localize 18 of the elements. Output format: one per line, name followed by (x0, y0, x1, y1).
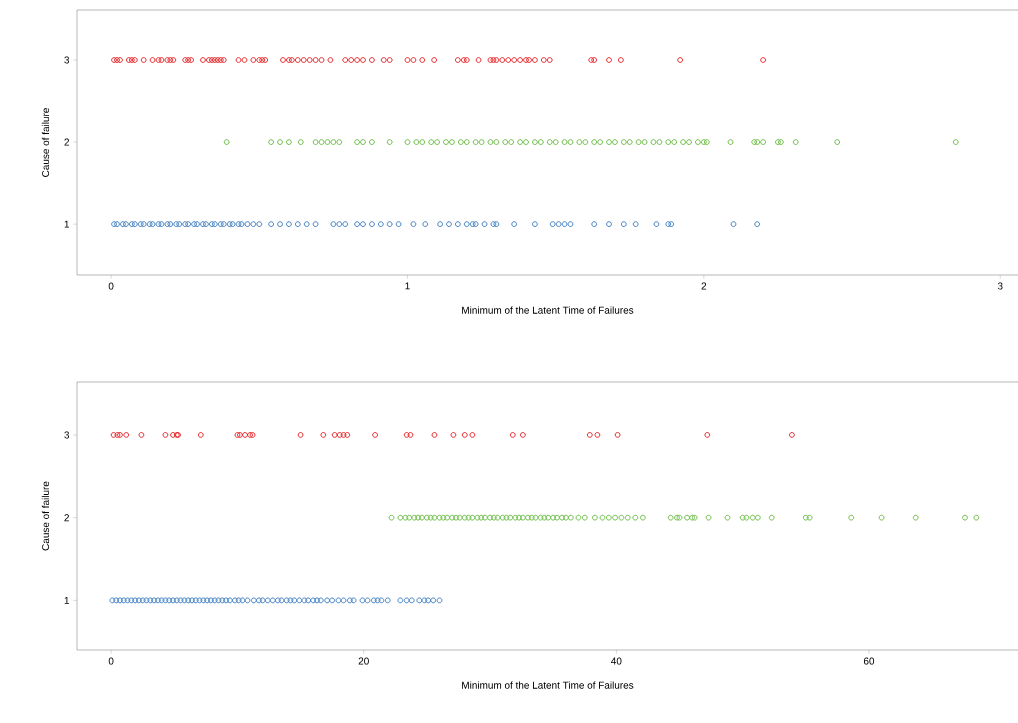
x-tick-label: 3 (997, 282, 1003, 290)
x-tick-label: 1 (405, 282, 410, 290)
x-tick-label: 40 (611, 657, 622, 665)
y-tick-label: 3 (64, 431, 70, 439)
y-axis-title: Cause of failure (41, 108, 50, 177)
x-axis-title: Minimum of the Latent Time of Failures (462, 681, 634, 689)
x-axis-title: Minimum of the Latent Time of Failures (462, 306, 634, 314)
x-tick-label: 2 (701, 282, 707, 290)
y-tick-label: 3 (64, 56, 70, 64)
y-tick-label: 2 (64, 138, 69, 146)
y-axis-title: Cause of failure (41, 481, 50, 551)
x-tick-label: 0 (108, 282, 114, 290)
y-tick-label: 2 (64, 514, 69, 522)
y-tick-label: 1 (64, 220, 69, 228)
x-tick-label: 0 (108, 657, 114, 665)
x-tick-label: 20 (358, 657, 369, 665)
y-tick-label: 1 (64, 596, 69, 604)
x-tick-label: 60 (863, 657, 875, 665)
